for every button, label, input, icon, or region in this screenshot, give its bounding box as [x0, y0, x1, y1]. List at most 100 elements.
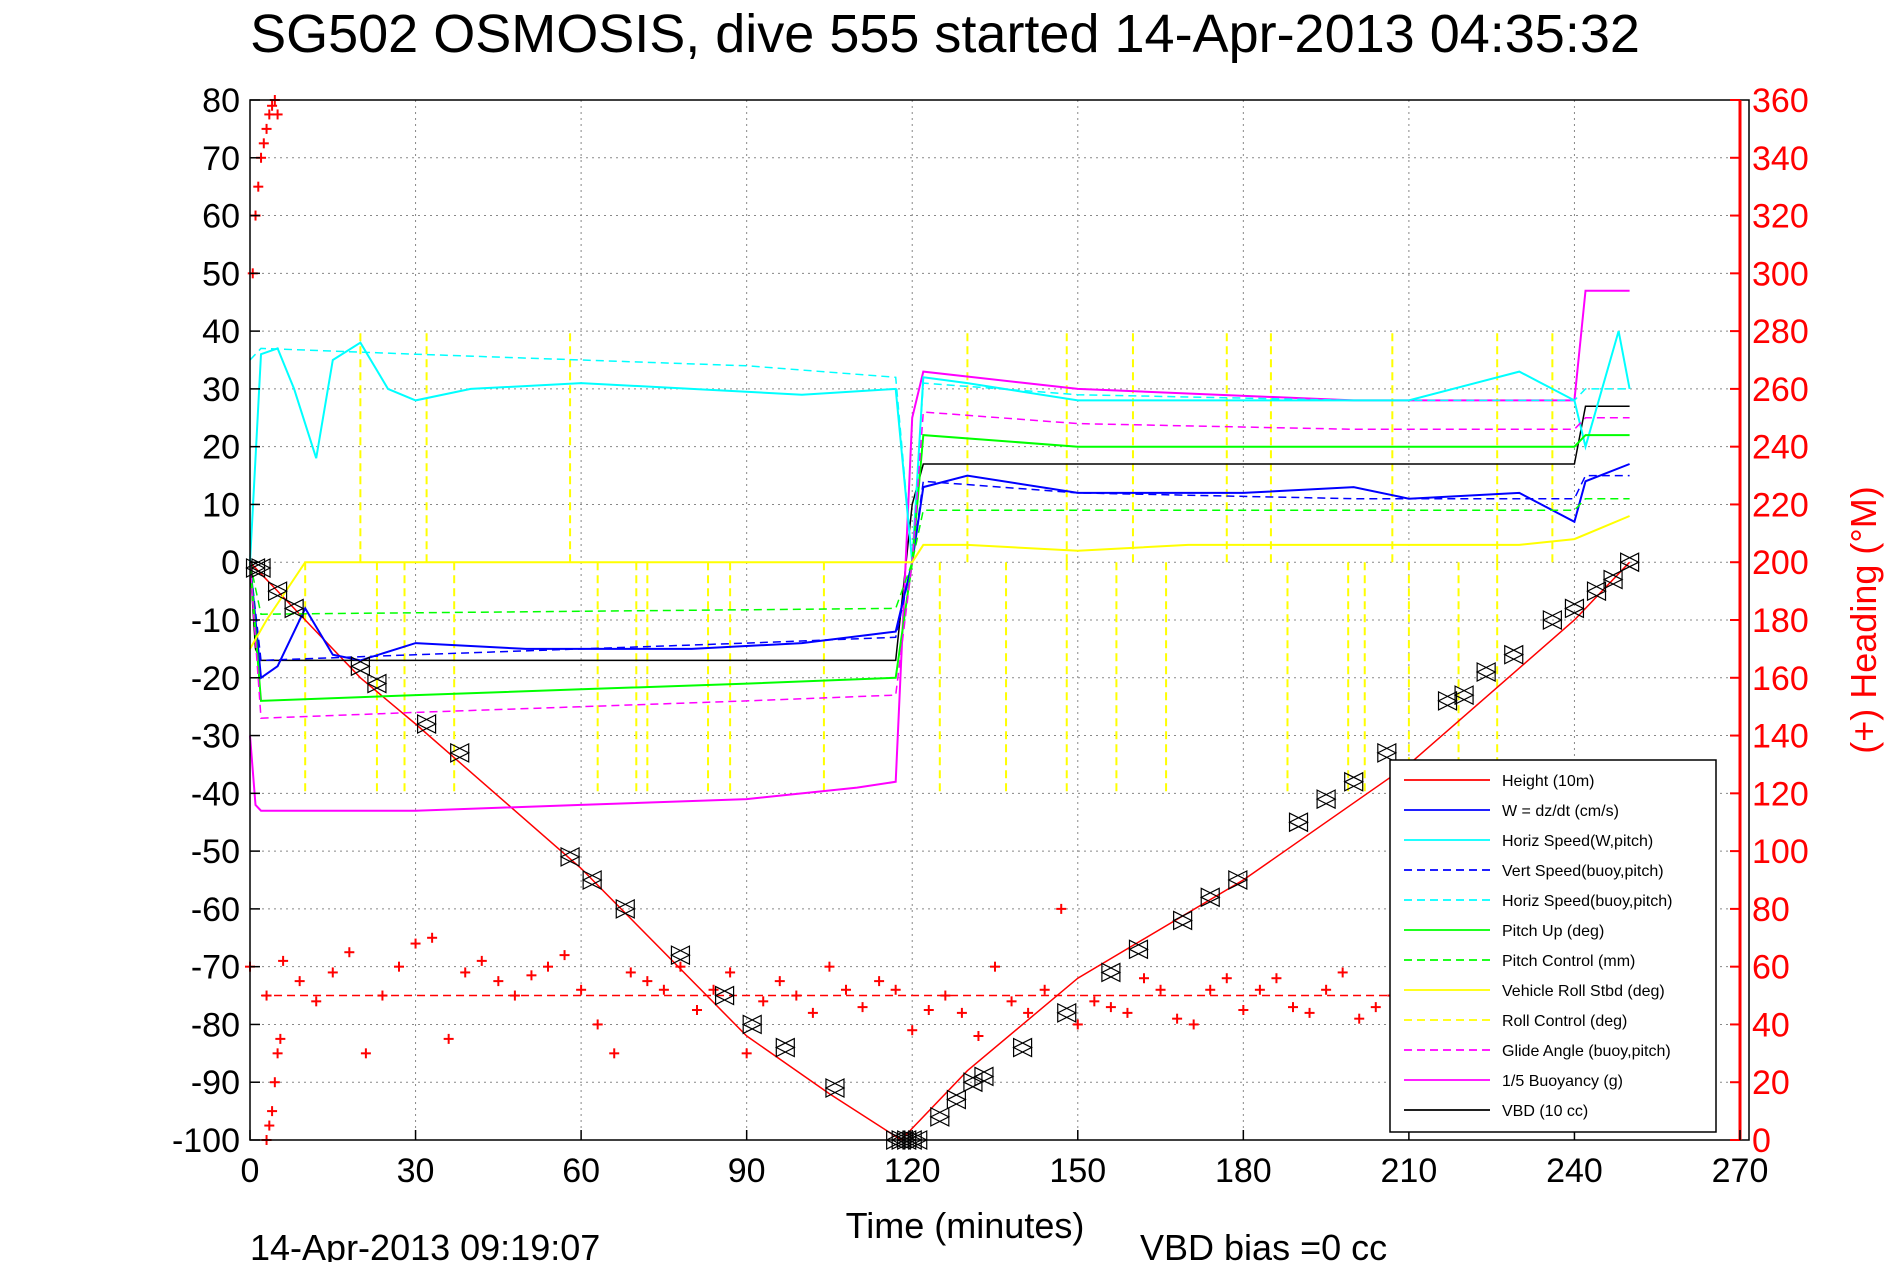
- marker-triangle-left: [1288, 812, 1309, 833]
- heading-point: [294, 976, 305, 987]
- marker-triangle-right: [930, 1106, 951, 1127]
- heading-point: [1139, 973, 1149, 984]
- heading-point: [1122, 1007, 1133, 1018]
- dive-marker: [1315, 789, 1337, 810]
- heading-point: [261, 123, 272, 134]
- left-axis-ticks: 80 70 60 50 40 30 20 10 0 -10 -20 -30 -40 -50 -60 -70 -8…: [172, 82, 260, 1160]
- heading-point: [267, 100, 278, 111]
- right-tick-label: 140: [1752, 718, 1809, 756]
- marker-triangle-left: [350, 656, 370, 677]
- legend-label: Height (10m): [1502, 773, 1594, 790]
- dive-marker: [1128, 939, 1149, 960]
- dive-marker: [1012, 1037, 1033, 1058]
- left-tick-label: -90: [191, 1064, 240, 1102]
- heading-point: [344, 947, 355, 958]
- dive-marker: [366, 673, 388, 694]
- heading-point: [526, 970, 537, 981]
- marker-triangle-left: [1602, 569, 1623, 590]
- dive-marker: [1602, 569, 1624, 590]
- marker-triangle-left: [1315, 789, 1336, 810]
- marker-triangle-left: [670, 945, 691, 966]
- heading-point: [1023, 1007, 1034, 1018]
- dive-marker: [350, 656, 371, 677]
- dive-marker: [1475, 662, 1497, 682]
- dive-marker: [1586, 581, 1607, 602]
- heading-point: [258, 138, 269, 149]
- left-tick-label: 40: [202, 313, 240, 351]
- heading-point: [311, 996, 322, 1007]
- marker-triangle-right: [1564, 598, 1585, 619]
- heading-point: [264, 1120, 275, 1131]
- marker-triangle-left: [1172, 910, 1193, 931]
- marker-triangle-right: [1504, 644, 1525, 665]
- heading-point: [278, 955, 289, 966]
- marker-triangle-right: [1437, 690, 1458, 711]
- legend-label: VBD (10 cc): [1502, 1103, 1588, 1120]
- left-tick-label: 60: [202, 198, 240, 236]
- marker-triangle-right: [1101, 962, 1122, 983]
- marker-triangle-right: [615, 898, 636, 919]
- left-tick-label: -80: [191, 1006, 240, 1044]
- marker-triangle-left: [449, 742, 470, 763]
- dive-markers: [245, 552, 1640, 1150]
- dive-marker: [1343, 771, 1365, 792]
- dive-marker: [283, 598, 305, 619]
- dive-marker: [250, 558, 272, 578]
- marker-triangle-right: [1288, 812, 1309, 833]
- legend-label: Horiz Speed(W,pitch): [1502, 833, 1653, 850]
- heading-point: [1072, 1019, 1083, 1030]
- x-axis-label: Time (minutes): [846, 1205, 1085, 1246]
- x-tick-label: 210: [1381, 1152, 1438, 1190]
- heading-point: [592, 1019, 603, 1030]
- dive-marker: [267, 581, 288, 602]
- x-tick-label: 60: [562, 1152, 600, 1190]
- heading-point: [443, 1033, 454, 1044]
- right-axis-ticks: 3603403203002802602402202001801601401201…: [1730, 82, 1809, 1160]
- heading-point: [1188, 1019, 1199, 1030]
- heading-point: [1304, 1007, 1315, 1018]
- marker-triangle-left: [559, 846, 580, 867]
- dive-marker: [774, 1037, 796, 1058]
- legend-label: Pitch Up (deg): [1502, 923, 1604, 940]
- x-tick-label: 150: [1049, 1152, 1106, 1190]
- heading-point: [824, 961, 835, 972]
- right-tick-label: 180: [1752, 602, 1809, 640]
- marker-triangle-right: [416, 714, 437, 734]
- heading-point: [509, 990, 520, 1001]
- left-tick-label: 50: [202, 255, 240, 293]
- heading-point: [890, 984, 901, 995]
- right-tick-label: 340: [1752, 140, 1809, 178]
- marker-triangle-left: [1100, 962, 1121, 983]
- heading-point: [990, 961, 1000, 972]
- left-tick-label: -100: [172, 1122, 240, 1160]
- heading-point: [261, 990, 272, 1001]
- heading-point: [460, 967, 471, 978]
- marker-triangle-left: [1619, 552, 1640, 573]
- heading-point: [267, 1106, 278, 1117]
- legend-label: Glide Angle (buoy,pitch): [1502, 1043, 1671, 1060]
- marker-triangle-right: [963, 1072, 984, 1093]
- heading-point: [857, 1002, 868, 1013]
- marker-triangle-right: [1476, 662, 1497, 682]
- heading-point: [377, 990, 388, 1001]
- x-tick-label: 120: [884, 1152, 941, 1190]
- heading-point: [1354, 1013, 1365, 1024]
- marker-triangle-right: [670, 945, 691, 966]
- right-tick-label: 280: [1752, 313, 1809, 351]
- vbd-bias-note: VBD bias =0 cc: [1140, 1227, 1387, 1262]
- heading-point: [692, 1005, 702, 1015]
- heading-point: [807, 1007, 818, 1018]
- heading-point: [956, 1007, 967, 1018]
- heading-point: [1337, 967, 1348, 978]
- grid: [250, 100, 1740, 1140]
- left-tick-label: -10: [191, 602, 240, 640]
- marker-triangle-left: [283, 598, 304, 619]
- dive-marker: [1542, 610, 1563, 630]
- dive-marker: [614, 898, 636, 919]
- legend-label: 1/5 Buoyancy (g): [1502, 1073, 1623, 1090]
- heading-point: [1238, 1005, 1249, 1015]
- marker-triangle-right: [974, 1066, 995, 1087]
- heading-point: [1105, 1002, 1116, 1013]
- chart-legend: Height (10m) W = dz/dt (cm/s) Horiz Speed(…: [1389, 759, 1717, 1133]
- legend-label: Roll Control (deg): [1502, 1013, 1627, 1030]
